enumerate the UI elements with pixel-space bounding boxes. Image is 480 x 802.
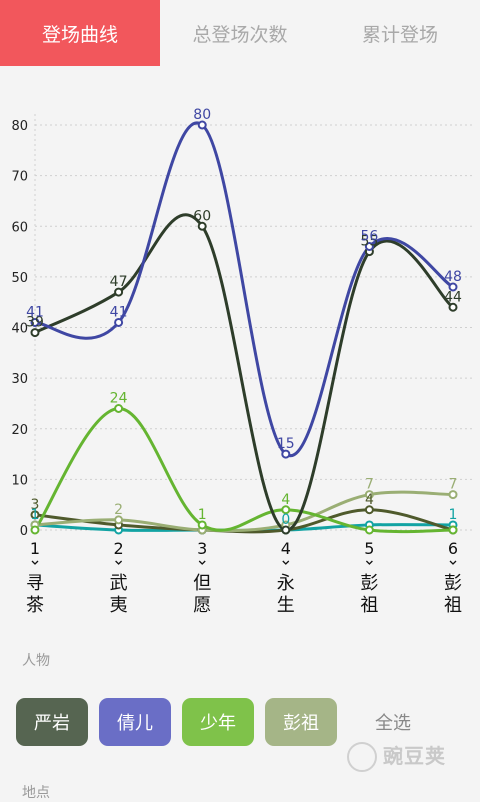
- data-point: [30, 510, 40, 520]
- chevron-down-icon: [115, 560, 123, 565]
- data-point: [281, 505, 291, 515]
- data-label: 1: [449, 507, 458, 523]
- person-section-label: 人物: [22, 653, 50, 669]
- x-category-label: 寻: [26, 573, 44, 594]
- select-all-button[interactable]: 全选: [375, 713, 411, 734]
- data-label: 80: [193, 107, 211, 123]
- x-tick-label: 5: [364, 539, 374, 558]
- x-category-label: 茶: [26, 595, 44, 616]
- filter-button-shaonian[interactable]: 少年: [182, 698, 254, 746]
- x-category-label: 但: [193, 573, 211, 594]
- x-category-label: 彭: [444, 573, 462, 594]
- y-tick-label: 0: [20, 524, 28, 539]
- data-point: [197, 520, 207, 530]
- data-point: [364, 242, 374, 251]
- series-line: [34, 121, 454, 458]
- location-section-label: 地点: [22, 785, 50, 801]
- data-label: 7: [365, 477, 374, 493]
- data-point: [364, 525, 374, 535]
- chevron-down-icon: [198, 560, 206, 565]
- y-tick-label: 50: [11, 271, 28, 286]
- filter-button-yanyan[interactable]: 严岩: [16, 698, 88, 746]
- bean-logo-icon: [347, 742, 377, 772]
- y-tick-label: 20: [11, 423, 28, 438]
- data-point: [197, 221, 207, 231]
- data-label: 47: [110, 274, 128, 290]
- data-point: [448, 282, 458, 292]
- data-point: [114, 404, 124, 413]
- y-tick-label: 60: [11, 220, 28, 235]
- filter-button-pengzu[interactable]: 彭祖: [265, 698, 337, 746]
- data-point: [30, 525, 40, 535]
- data-label: 7: [449, 477, 458, 493]
- tab-cumulative-appearances[interactable]: 累计登场: [361, 23, 438, 46]
- tab-appearance-curve[interactable]: 登场曲线: [0, 0, 160, 66]
- data-point: [448, 302, 458, 312]
- data-label: 0: [281, 512, 290, 528]
- data-point: [281, 449, 291, 459]
- tab-bar: 登场曲线 总登场次数 累计登场: [0, 0, 480, 66]
- data-point: [281, 525, 291, 535]
- chevron-down-icon: [365, 560, 373, 565]
- data-label: 41: [26, 304, 44, 320]
- data-point: [448, 525, 458, 535]
- series-line: [34, 213, 454, 532]
- data-label: 2: [114, 502, 123, 518]
- x-tick-label: 1: [30, 539, 40, 558]
- data-label: 48: [444, 269, 462, 285]
- series-line: [34, 508, 454, 534]
- x-tick-label: 4: [281, 539, 291, 558]
- chevron-down-icon: [282, 560, 290, 565]
- y-tick-label: 40: [11, 322, 28, 337]
- x-category-label: 永: [277, 573, 295, 594]
- data-point: [114, 317, 124, 327]
- series-line: [34, 490, 454, 533]
- data-point: [30, 328, 40, 338]
- x-category-label: 祖: [444, 595, 462, 616]
- x-category-label: 愿: [193, 595, 211, 616]
- data-point: [448, 490, 458, 500]
- filter-button-qianer[interactable]: 倩儿: [99, 698, 171, 746]
- data-label: 15: [277, 436, 295, 452]
- data-point: [30, 317, 40, 327]
- x-category-label: 祖: [360, 595, 378, 616]
- x-category-label: 生: [277, 595, 295, 616]
- watermark: 豌豆荚: [347, 740, 446, 772]
- person-filter-buttons: 严岩 倩儿 少年 彭祖 全选: [16, 698, 438, 746]
- data-label: 60: [193, 208, 211, 224]
- y-tick-label: 80: [11, 119, 28, 134]
- data-label: 4: [365, 492, 374, 508]
- chevron-down-icon: [31, 560, 39, 565]
- data-label: 44: [444, 289, 462, 305]
- y-tick-label: 10: [11, 473, 28, 488]
- data-point: [114, 287, 124, 297]
- data-label: 55: [360, 234, 378, 250]
- x-tick-label: 6: [448, 539, 458, 558]
- data-point: [364, 505, 374, 515]
- x-category-label: 武: [110, 573, 128, 594]
- data-label: 4: [281, 492, 290, 508]
- data-label: 1: [31, 507, 40, 523]
- data-point: [197, 120, 207, 130]
- y-tick-label: 30: [11, 372, 28, 387]
- chevron-down-icon: [449, 560, 457, 565]
- data-label: 1: [198, 507, 207, 523]
- data-label: 24: [110, 391, 128, 407]
- data-label: 39: [26, 315, 44, 331]
- x-category-label: 彭: [360, 573, 378, 594]
- watermark-text: 豌豆荚: [383, 743, 446, 768]
- data-label: 56: [360, 229, 378, 245]
- tab-total-appearances[interactable]: 总登场次数: [192, 23, 288, 46]
- x-tick-label: 2: [114, 539, 124, 558]
- data-label: 3: [31, 497, 40, 513]
- data-label: 41: [110, 304, 128, 320]
- x-category-label: 夷: [110, 595, 128, 616]
- data-point: [364, 490, 374, 500]
- data-point: [114, 515, 124, 525]
- x-tick-label: 3: [197, 539, 207, 558]
- y-tick-label: 70: [11, 170, 28, 185]
